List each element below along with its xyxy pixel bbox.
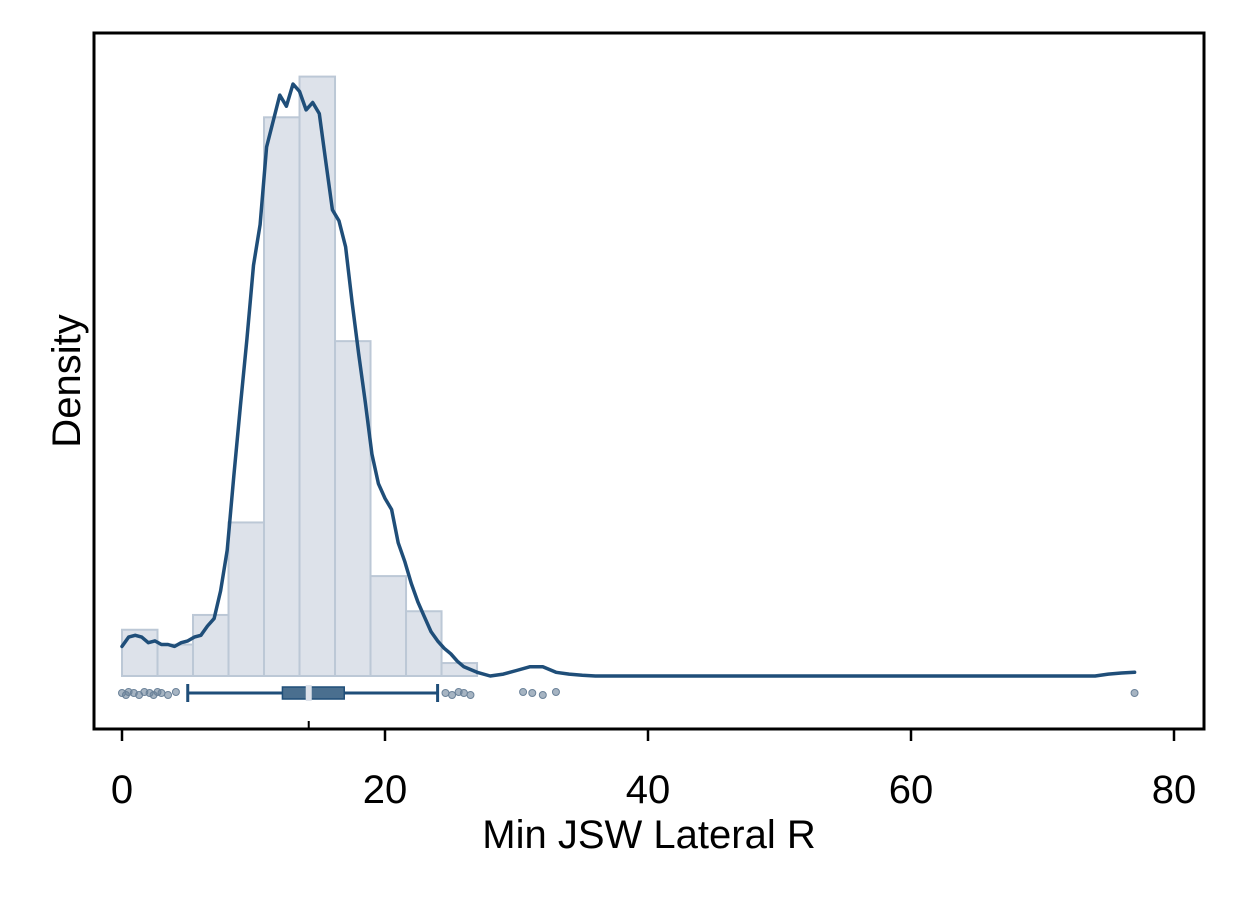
outlier-point-17: [519, 688, 528, 696]
histogram-bar-8: [405, 610, 443, 677]
outlier-point-13: [448, 691, 457, 699]
outlier-point-19: [538, 691, 547, 699]
histogram-bar-2: [192, 613, 230, 678]
x-tick-label-4: 80: [1152, 768, 1197, 812]
x-axis-title: Min JSW Lateral R: [482, 813, 815, 857]
histogram-bar-5: [298, 75, 337, 678]
histogram-bar-1: [156, 643, 195, 677]
histogram-bar-3: [227, 521, 266, 678]
outlier-point-10: [164, 691, 173, 699]
kde-curve-group: [120, 82, 1137, 678]
x-tick-label-2: 40: [626, 768, 671, 812]
x-tick-label-0: 0: [111, 768, 133, 812]
kde-line: [120, 82, 1137, 678]
histogram-bars: [121, 75, 479, 678]
iqr-box: [281, 686, 345, 700]
histogram-bar-7: [369, 575, 408, 677]
outlier-point-20: [551, 688, 560, 696]
x-tick-label-1: 20: [363, 768, 408, 812]
outlier-point-15: [459, 689, 468, 697]
outlier-point-16: [466, 691, 475, 699]
median-marker: [305, 685, 312, 701]
x-tick-label-3: 60: [889, 768, 934, 812]
outlier-point-12: [441, 689, 450, 697]
outlier-point-9: [157, 689, 166, 697]
y-axis-title: Density: [45, 314, 89, 447]
histogram-bar-4: [263, 116, 301, 678]
outlier-point-11: [171, 688, 180, 696]
outlier-point-21: [1130, 689, 1139, 697]
boxplot-group: [118, 684, 1139, 702]
x-axis: 0 20 40 60 80: [111, 721, 1196, 812]
outlier-point-18: [528, 689, 537, 697]
